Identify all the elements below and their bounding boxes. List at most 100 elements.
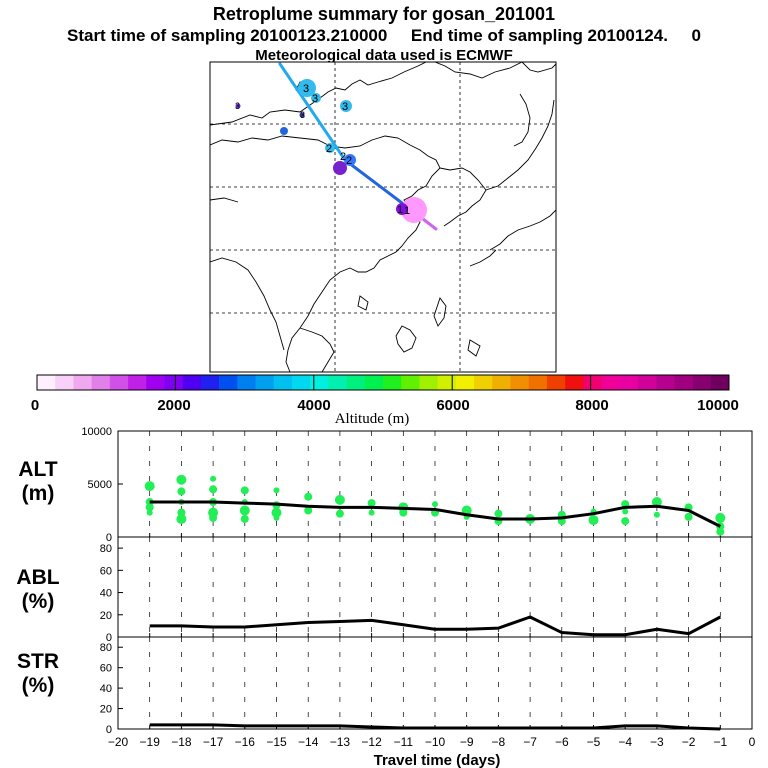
colorbar-tick-label: 10000 [697,397,739,414]
colorbar-swatch [619,375,639,390]
plume-label: 1 [397,204,403,216]
alt-scatter-point [334,494,345,505]
plume-label: 3 [303,83,309,95]
alt-scatter-point [240,486,249,495]
plume-dot [298,79,316,97]
y-tick-label: 40 [100,683,112,695]
map-gridlines [210,62,556,372]
alt-scatter-point [304,506,313,515]
colorbar-swatch [364,375,384,390]
altitude-colorbar [36,374,730,391]
colorbar-swatch [128,375,147,390]
colorbar-swatch [346,375,366,390]
x-tick-label: −2 [682,735,696,749]
alt-scatter-point [209,485,218,494]
y-tick-label: 80 [100,543,112,555]
alt-scatter-point [621,517,630,526]
plume-dot [311,93,321,103]
alt-scatter-point [588,515,599,526]
met-data-line: Meteorological data used is ECMWF [255,47,513,64]
x-tick-label: −18 [171,735,192,749]
alt-scatter-point [144,481,155,492]
colorbar-swatch [383,375,402,390]
x-tick-label: −17 [203,735,224,749]
plume-dot [396,203,408,215]
x-axis-title: Travel time (days) [374,752,501,768]
colorbar-swatch [492,375,511,390]
x-tick-label: 0 [749,735,756,749]
alt-unit-label: (m) [22,482,55,505]
plume-label: 2 [346,155,352,167]
colorbar-swatch [474,375,493,390]
colorbar-tick-label: 8000 [575,397,608,414]
colorbar-swatch [91,375,111,390]
colorbar-swatch [255,375,275,390]
alt-scatter-point [176,474,187,485]
x-tick-label: −19 [140,735,161,749]
trajectory-map: 3 3 3 3 3 2 2 2 1 1 [209,61,557,373]
plume-dot [333,161,347,175]
alt-scatter-point [145,503,154,512]
colorbar-swatch [656,375,675,390]
alt-scatter-point [715,512,726,523]
x-tick-label: −20 [108,735,129,749]
colorbar-tick-labels: 0 2000 4000 6000 8000 10000 [31,397,739,414]
colorbar-swatch [310,375,329,390]
alt-label: ALT [18,458,57,481]
alt-scatter-point [399,508,408,517]
x-tick-label: −10 [425,735,446,749]
plume-segment-3 [278,62,347,162]
y-tick-label: 60 [100,565,112,577]
plume-dot [280,127,288,135]
plume-label: 1 [404,205,410,217]
y-tick-label: 10000 [81,426,112,438]
colorbar-swatch [419,375,438,390]
colorbar-swatch [437,375,457,390]
colorbar-tick-label: 2000 [157,397,190,414]
y-tick-label: 60 [100,663,112,675]
y-tick-label: 5000 [88,479,112,491]
y-tick-label: 80 [100,642,112,654]
colorbar-swatch [565,375,584,390]
colorbar-swatch [637,375,657,390]
colorbar-swatch [182,375,202,390]
x-tick-label: −11 [394,735,414,749]
x-tick-label: −8 [492,735,506,749]
plume-dot [401,197,427,223]
colorbar-swatch [455,375,475,390]
x-tick-label: −16 [235,735,256,749]
colorbar-swatch [55,375,74,390]
colorbar-swatch [401,375,420,390]
colorbar-swatch [528,375,548,390]
plume-dots [280,79,427,223]
x-tick-label: −4 [618,735,632,749]
alt-scatter-point [653,511,660,518]
map-border [209,61,557,373]
plume-dot [325,143,335,153]
y-tick-label: 20 [100,610,112,622]
colorbar-tick-label: 4000 [297,397,330,414]
colorbar-swatch [37,375,56,390]
colorbar-swatch [546,375,566,390]
x-tick-label: −15 [266,735,287,749]
plume-label: 3 [235,101,240,111]
alt-scatter-point [239,505,250,516]
y-tick-label: 20 [100,704,112,716]
colorbar-tick-label: 6000 [436,397,469,414]
x-tick-label: −6 [555,735,569,749]
alt-series-line [149,500,721,528]
x-tick-label: −13 [330,735,351,749]
colorbar-swatch [146,375,165,390]
alt-scatter-point [240,514,249,523]
alt-scatter-point [622,508,629,515]
chart-title: Retroplume summary for gosan_201001 [212,4,556,24]
alt-scatter-point [368,509,375,516]
alt-scatter-point [146,509,153,516]
plume-label: 2 [326,143,332,155]
x-tick-label: −12 [361,735,382,749]
colorbar-swatch [200,375,220,390]
y-tick-label: 0 [106,532,112,544]
colorbar-swatch [73,375,92,390]
